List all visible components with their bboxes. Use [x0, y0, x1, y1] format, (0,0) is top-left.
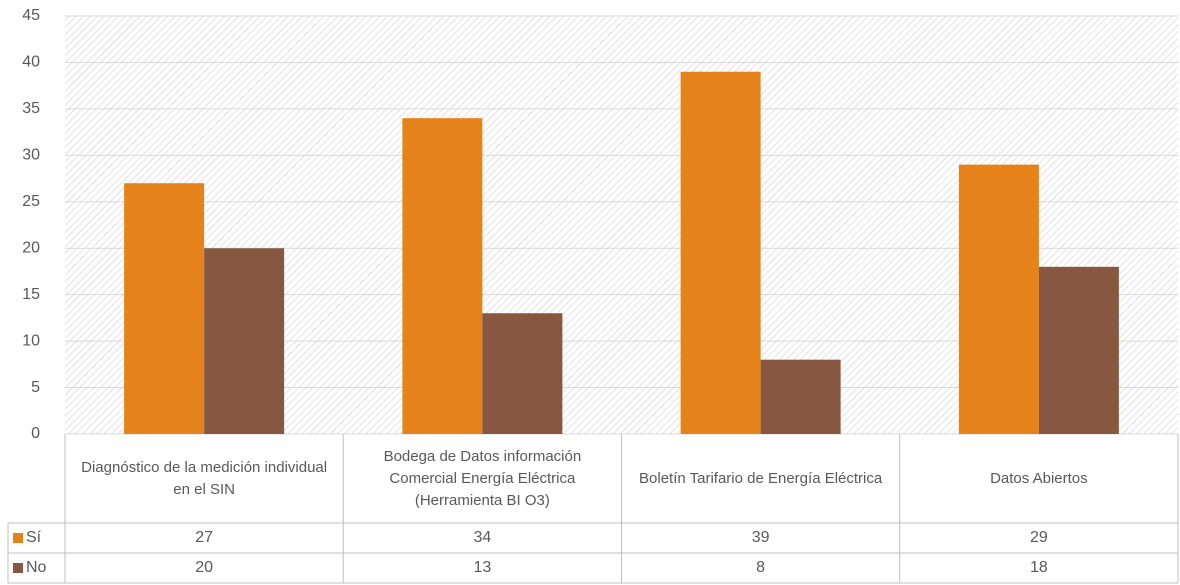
y-tick-label: 0 — [31, 425, 40, 442]
y-tick-label: 20 — [22, 239, 40, 256]
x-tick-label: Diagnóstico de la medición individual en… — [81, 458, 328, 498]
y-tick-label: 30 — [22, 147, 40, 164]
bar — [124, 183, 205, 434]
bar — [482, 313, 563, 434]
bar — [680, 71, 761, 434]
x-tick-label: Boletín Tarifario de Energía Eléctrica — [639, 469, 883, 487]
bar — [402, 118, 483, 434]
y-tick-label: 25 — [22, 193, 40, 210]
y-tick-label: 35 — [22, 100, 40, 117]
data-label: 39 — [752, 529, 770, 546]
data-label: 18 — [1030, 559, 1048, 576]
legend-swatch — [13, 533, 23, 543]
y-tick-label: 10 — [22, 332, 40, 349]
x-tick-label: Bodega de Datos información Comercial En… — [383, 447, 582, 509]
data-label: 20 — [195, 559, 213, 576]
y-tick-label: 15 — [22, 286, 40, 303]
data-label: 29 — [1030, 529, 1048, 546]
legend-label: No — [26, 559, 47, 576]
x-tick-label: Datos Abiertos — [990, 469, 1088, 487]
data-label: 13 — [473, 559, 491, 576]
data-label: 8 — [756, 559, 765, 576]
bar — [958, 164, 1039, 434]
y-tick-label: 45 — [22, 7, 40, 24]
bar — [204, 248, 285, 434]
bar — [1038, 266, 1119, 434]
legend-swatch — [13, 563, 23, 573]
y-tick-label: 5 — [31, 379, 40, 396]
bar — [760, 359, 841, 434]
y-tick-label: 40 — [22, 54, 40, 71]
legend-label: Sí — [26, 529, 42, 546]
data-label: 27 — [195, 529, 213, 546]
data-label: 34 — [473, 529, 491, 546]
